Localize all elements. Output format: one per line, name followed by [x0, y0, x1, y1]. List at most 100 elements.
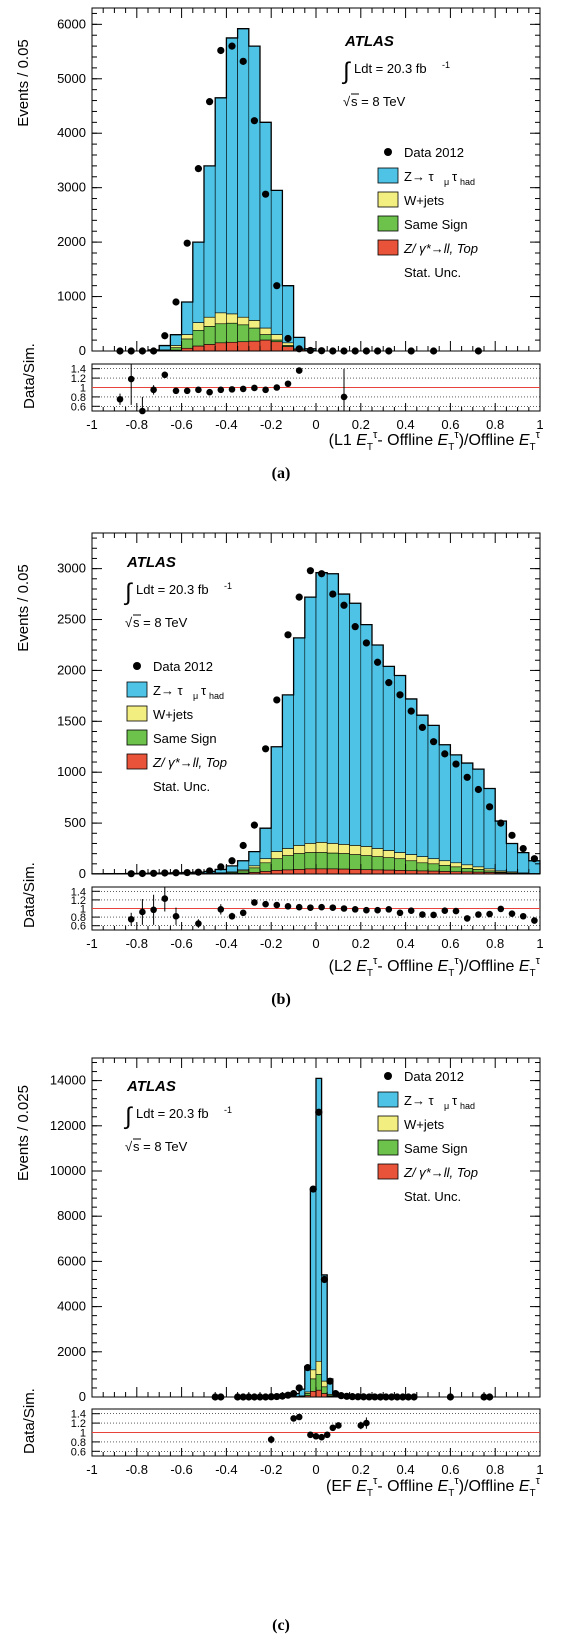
zll-bar	[248, 340, 261, 352]
ratio-point	[161, 895, 169, 902]
wjets-bar	[226, 313, 238, 324]
x-tick-label: 0.6	[441, 417, 459, 432]
ratio-point	[295, 367, 303, 374]
data-point	[463, 773, 471, 781]
x-axis-label: (EF ETτ- Offline ETτ)/Offline ETτ	[326, 1475, 541, 1499]
ratio-point	[267, 1436, 275, 1443]
x-axis-label: (L2 ETτ- Offline ETτ)/Offline ETτ	[329, 955, 541, 979]
ratio-point	[150, 386, 157, 394]
legend-label-wjets: W+jets	[404, 193, 445, 208]
y-tick-label: 12000	[50, 1118, 86, 1133]
panel-caption: (c)	[272, 1617, 290, 1634]
legend-label-zll: Z/ γ*→ll, Top	[152, 755, 227, 770]
ratio-point	[262, 900, 269, 908]
ratio-point	[351, 906, 359, 913]
legend-tau-had: τ	[452, 1093, 458, 1108]
ztt-bar	[438, 744, 451, 862]
atlas-label: ATLAS	[126, 1078, 176, 1095]
ratio-point	[206, 388, 213, 396]
data-point	[273, 282, 281, 290]
data-point	[474, 785, 482, 794]
x-label-sub-t: T	[530, 1488, 536, 1499]
ratio-point	[307, 904, 314, 911]
ratio-y-tick-label: 1	[80, 383, 86, 395]
wjets-bar	[349, 845, 362, 855]
x-tick-label: -0.8	[126, 1462, 148, 1477]
ratio-point	[531, 917, 538, 924]
same-sign-bar	[349, 854, 362, 870]
legend-label-zll: Z/ γ*→ll, Top	[403, 241, 478, 256]
data-point	[172, 869, 180, 877]
data-point	[295, 593, 303, 601]
data-point	[320, 1275, 328, 1284]
x-label-sup-tau: τ	[373, 955, 378, 967]
ratio-point	[295, 1413, 303, 1421]
data-point	[239, 841, 247, 850]
data-point	[396, 691, 404, 699]
wjets-bar	[360, 846, 373, 856]
ratio-point	[385, 906, 393, 913]
ztt-bar	[494, 820, 507, 872]
y-axis-label: Events / 0.025	[15, 1085, 32, 1181]
x-tick-label: 0.6	[441, 1462, 459, 1477]
ratio-point	[363, 1419, 370, 1427]
ztt-bar	[259, 122, 272, 329]
ratio-y-tick-label: 1	[80, 904, 86, 916]
legend-swatch-ss	[126, 729, 148, 746]
legend-label-data: Data 2012	[404, 145, 464, 160]
ratio-point	[139, 908, 146, 916]
ratio-point	[228, 386, 236, 393]
same-sign-bar	[438, 865, 451, 872]
data-point	[326, 1377, 334, 1385]
ratio-point	[195, 920, 202, 927]
wjets-bar	[438, 860, 451, 866]
ratio-point	[340, 905, 348, 912]
legend-swatch-ss	[377, 1139, 399, 1156]
data-point	[486, 803, 494, 811]
ratio-point	[251, 899, 258, 906]
stack-outline	[147, 28, 317, 351]
ratio-point	[486, 910, 493, 918]
x-tick-label: -0.6	[170, 417, 192, 432]
same-sign-bar	[192, 330, 205, 347]
legend-swatch-wjets	[126, 705, 148, 722]
x-label-sup-tau: τ	[454, 955, 459, 967]
x-tick-label: 0.8	[486, 936, 504, 951]
data-point	[183, 239, 191, 247]
data-point	[273, 696, 281, 704]
ratio-point	[508, 910, 516, 917]
x-label-prefix: (L2	[329, 958, 357, 975]
x-tick-label: -0.6	[170, 936, 192, 951]
data-point	[295, 1384, 303, 1392]
ratio-point	[139, 407, 146, 415]
same-sign-bar	[461, 868, 474, 873]
ztt-bar	[360, 624, 373, 847]
data-point	[318, 570, 326, 578]
x-label-et: E	[519, 958, 530, 975]
ratio-point	[172, 387, 180, 395]
data-point	[194, 868, 202, 876]
ztt-bar	[310, 1188, 317, 1371]
ratio-y-axis-label: Data/Sim.	[21, 343, 38, 409]
same-sign-bar	[293, 853, 306, 870]
legend-swatch-zll	[377, 239, 399, 256]
ratio-point	[497, 905, 505, 913]
same-sign-bar	[405, 860, 418, 872]
x-label-et: E	[356, 958, 367, 975]
energy-label: s = 8 TeV	[133, 1139, 188, 1154]
data-point	[430, 738, 438, 746]
same-sign-bar	[248, 327, 261, 342]
ratio-point	[374, 906, 381, 914]
y-tick-label: 2500	[57, 612, 86, 627]
lumi-exponent: -1	[224, 581, 232, 591]
wjets-bar	[270, 334, 283, 341]
ratio-y-tick-label: 0.6	[71, 1446, 86, 1458]
ratio-point	[262, 386, 269, 394]
ratio-point	[295, 903, 303, 911]
ratio-point	[217, 386, 225, 394]
x-tick-label: 0.4	[397, 1462, 415, 1477]
x-tick-label: -0.2	[260, 936, 282, 951]
ratio-point	[251, 384, 258, 392]
x-label-sub-t: T	[367, 442, 373, 453]
wjets-bar	[321, 1380, 328, 1388]
